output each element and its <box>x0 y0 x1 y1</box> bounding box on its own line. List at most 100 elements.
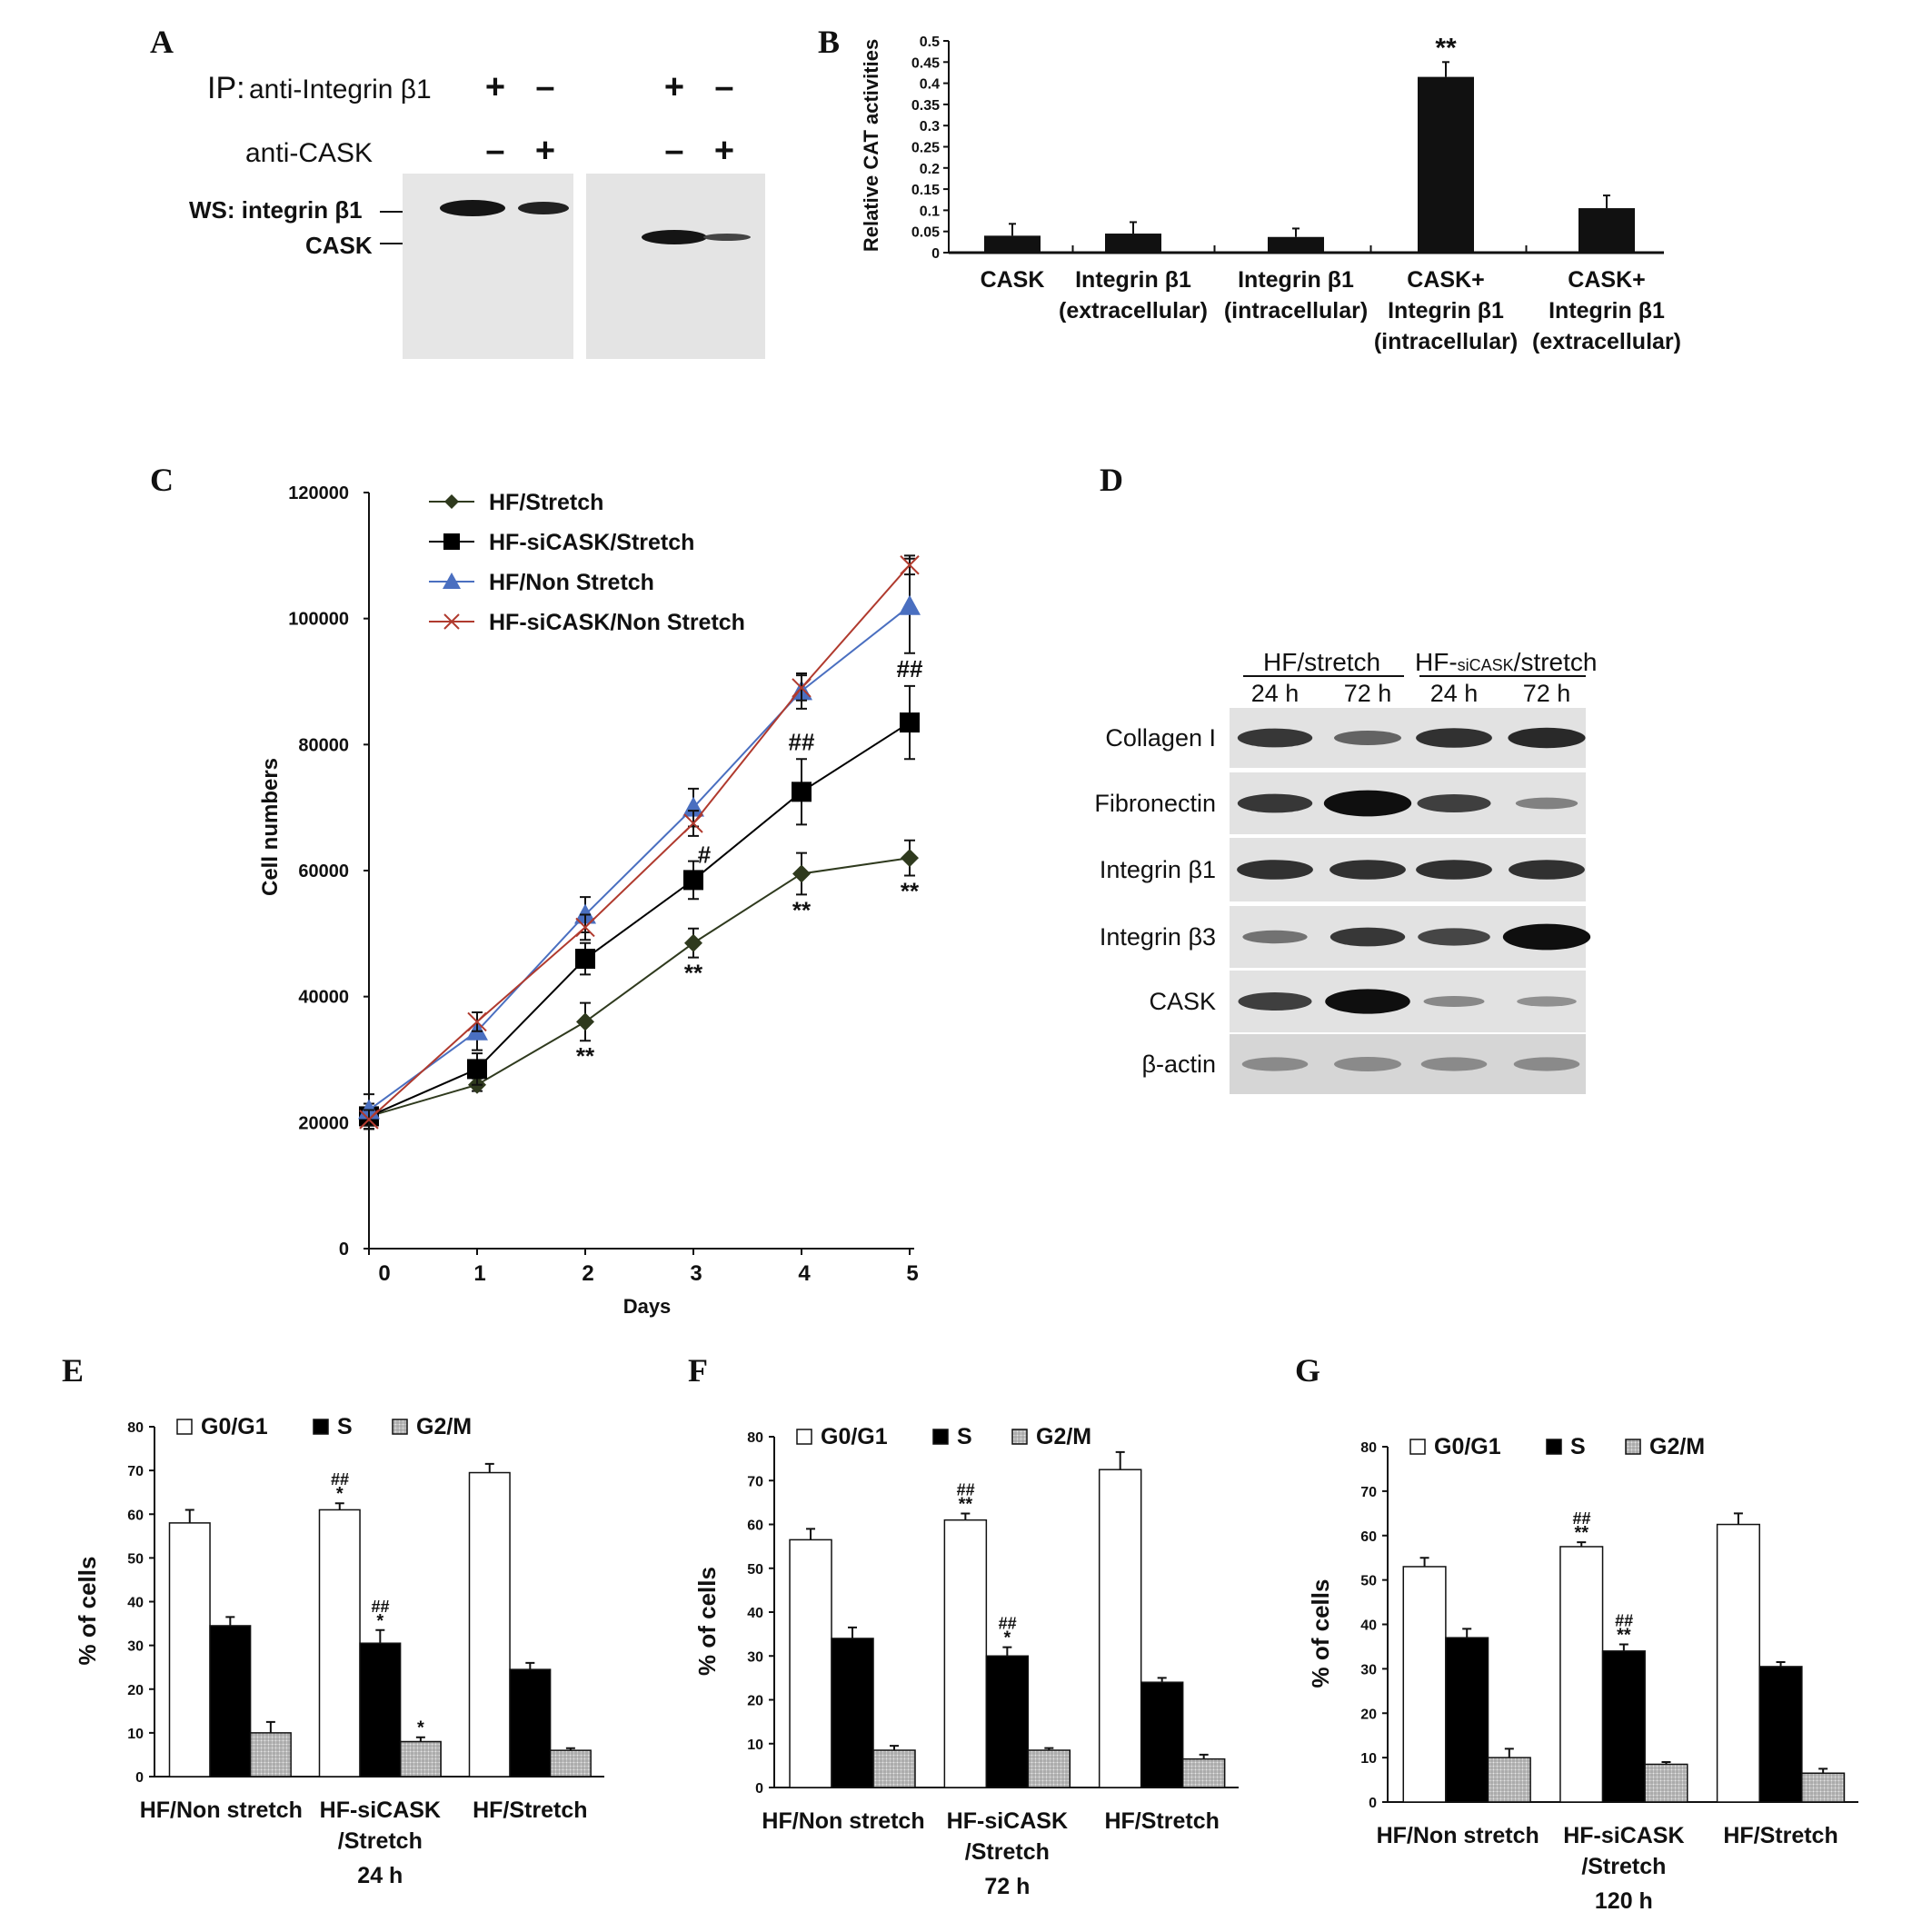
significance-mark: ** <box>901 878 920 905</box>
group-hf-stretch: HF/stretch <box>1263 648 1380 676</box>
y-tick-label: 0.1 <box>920 204 940 219</box>
protein-label: CASK <box>1149 988 1216 1015</box>
legend-label: HF-siCASK/Non Stretch <box>489 610 745 635</box>
legend-swatch <box>1546 1439 1562 1455</box>
legend-label: HF/Stretch <box>489 490 603 515</box>
y-tick-label: 0.2 <box>920 162 940 177</box>
significance-mark: ## <box>371 1598 389 1616</box>
y-tick-label: 20 <box>1360 1707 1377 1722</box>
x-category-label: Integrin β1 <box>1238 267 1354 293</box>
significance-mark: ## <box>956 1480 974 1499</box>
series-line <box>368 564 911 1120</box>
y-tick-label: 0.15 <box>911 183 940 198</box>
band <box>1329 927 1406 947</box>
panel-b-chart: 0 0.05 0.1 0.15 0.2 0.25 0.3 0.35 0.4 0.45 0.5 Rela… <box>860 33 1681 354</box>
square-marker <box>443 533 460 550</box>
band <box>1237 793 1313 813</box>
y-tick-label: 60 <box>747 1519 763 1534</box>
bar <box>1268 236 1324 253</box>
group-label: HF/Non stretch <box>762 1808 924 1834</box>
y-tick-label: 80 <box>127 1420 144 1436</box>
x-marker <box>467 1011 487 1032</box>
bar-g2m <box>249 1732 292 1778</box>
error-bar <box>848 1626 858 1638</box>
legend-label: S <box>957 1424 972 1449</box>
protein-label: Integrin β1 <box>1100 856 1216 883</box>
y-tick-label: 70 <box>747 1474 763 1489</box>
panel-label-d: D <box>1100 462 1123 498</box>
error-bar <box>1818 1768 1828 1774</box>
y-tick-label: 80000 <box>298 735 349 755</box>
y-tick-label: 100000 <box>288 610 349 630</box>
panel-d-western-blot: HF/stretch HF-siCASK/stretch 24 h 72 h 24 … <box>1094 648 1597 1094</box>
y-tick-label: 20000 <box>298 1113 349 1133</box>
ip-sign: – <box>714 68 733 106</box>
band <box>1418 928 1490 946</box>
significance-mark: ** <box>1574 1523 1588 1543</box>
y-tick-label: 0 <box>1369 1796 1377 1811</box>
error-bar <box>961 1512 971 1520</box>
y-axis-label: % of cells <box>1307 1579 1334 1688</box>
panel-label-b: B <box>818 24 840 60</box>
band <box>1517 996 1577 1007</box>
y-tick-label: 0.25 <box>911 141 940 156</box>
bar <box>984 235 1041 253</box>
bar-s <box>1601 1650 1646 1803</box>
legend-label: G2/M <box>1649 1434 1705 1459</box>
series-hf-sicask-non-stretch: HF-siCASK/Non Stretch <box>359 554 920 1130</box>
y-tick-label: 20 <box>127 1683 144 1698</box>
y-tick-label: 70 <box>1360 1485 1377 1500</box>
square-marker <box>900 712 920 733</box>
row-anti-cask: anti-CASK <box>245 138 373 168</box>
significance-mark: ## <box>789 728 815 755</box>
x-marker <box>443 613 460 630</box>
y-tick-label: 80 <box>1360 1440 1377 1456</box>
bar-g0g1 <box>1402 1566 1447 1803</box>
y-tick-label: 40 <box>1360 1618 1377 1634</box>
bar-s <box>209 1625 252 1778</box>
band <box>1416 728 1492 748</box>
cask-sign: + <box>535 132 555 170</box>
error-bar <box>1577 1541 1587 1547</box>
error-bar <box>1419 1557 1429 1567</box>
time-label: 24 h <box>1430 680 1479 707</box>
bar-g0g1 <box>468 1471 511 1778</box>
x-category-label: CASK+ <box>1568 267 1645 293</box>
bar-g0g1 <box>1716 1523 1760 1803</box>
legend-swatch <box>392 1419 408 1435</box>
y-axis-label: Cell numbers <box>258 758 283 896</box>
error-bar <box>1199 1753 1209 1759</box>
square-marker <box>792 782 812 802</box>
y-tick-label: 0.3 <box>920 119 940 134</box>
significance-mark: * <box>417 1718 424 1738</box>
y-tick-label: 20 <box>747 1694 763 1709</box>
protein-label: Collagen I <box>1105 724 1216 752</box>
ip-sign: + <box>485 68 505 106</box>
significance-mark: ** <box>792 896 812 923</box>
cask-sign: – <box>664 132 683 170</box>
band <box>1509 860 1585 880</box>
error-bar <box>1504 1748 1514 1758</box>
bar-g0g1 <box>318 1509 361 1778</box>
band <box>1508 727 1586 749</box>
x-marker <box>792 678 812 698</box>
protein-label: Integrin β3 <box>1100 923 1216 951</box>
band <box>1420 1057 1488 1071</box>
panel-f-chart: 0 10 20 30 40 50 60 70 80 % of cells G0/G1 S G2/M HF/… <box>693 1424 1239 1899</box>
diamond-marker <box>576 1012 594 1031</box>
panel-label-c: C <box>150 462 174 498</box>
band <box>1238 992 1312 1011</box>
significance-mark: * <box>336 1484 344 1504</box>
y-tick-label: 10 <box>127 1727 144 1742</box>
y-axis-label: % of cells <box>74 1557 101 1666</box>
group-label: HF-siCASK <box>1563 1823 1684 1848</box>
y-tick-label: 0 <box>339 1240 349 1260</box>
error-bar <box>1733 1512 1743 1525</box>
band <box>1417 794 1491 812</box>
legend-label: G2/M <box>416 1414 472 1439</box>
band <box>1515 797 1578 810</box>
diamond-marker <box>684 933 702 952</box>
significance-mark: ## <box>897 655 923 682</box>
x-category-label: CASK <box>981 267 1045 293</box>
y-tick-label: 30 <box>127 1639 144 1655</box>
